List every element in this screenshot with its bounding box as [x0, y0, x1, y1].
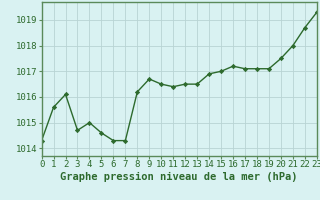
X-axis label: Graphe pression niveau de la mer (hPa): Graphe pression niveau de la mer (hPa) — [60, 172, 298, 182]
